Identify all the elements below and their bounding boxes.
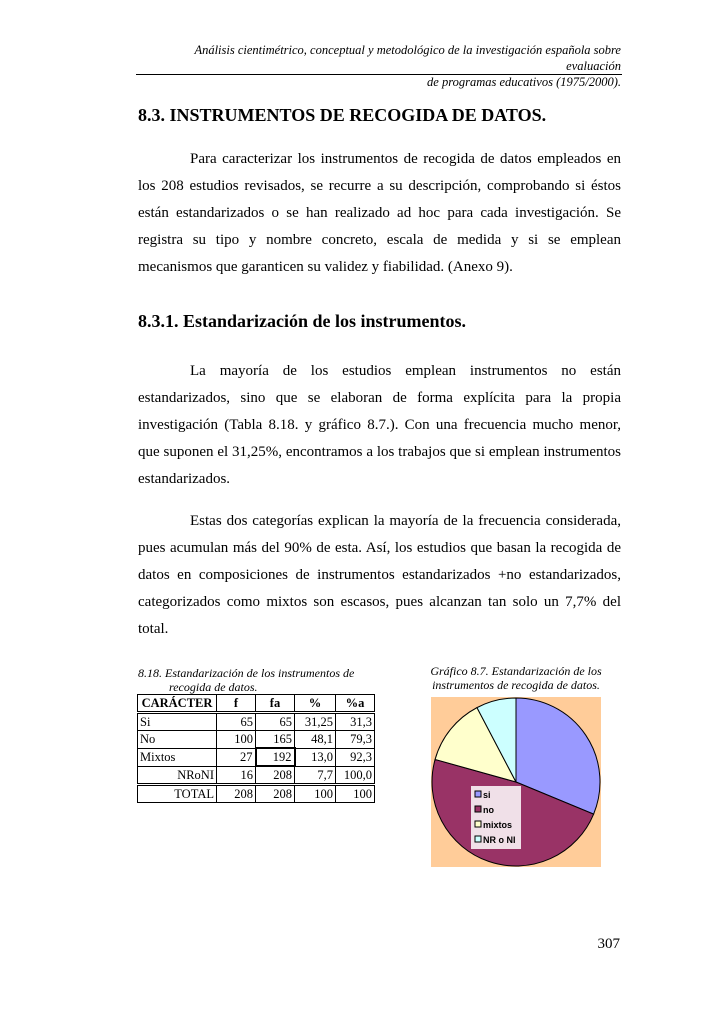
table-caption: 8.18. Estandarización de los instrumento…: [138, 666, 354, 694]
cell: 65: [216, 712, 256, 731]
cell: TOTAL: [137, 783, 217, 803]
header-rule: [136, 74, 622, 75]
cell: 79,3: [335, 730, 375, 749]
col-header: %: [294, 694, 336, 714]
pie-chart: si no mixtos NR o NI: [431, 697, 601, 867]
col-header: f: [216, 694, 256, 714]
page-number: 307: [597, 936, 621, 952]
legend-swatch: [474, 820, 482, 828]
cell: 208: [255, 765, 295, 785]
paragraph-1: Para caracterizar los instrumentos de re…: [138, 151, 621, 275]
pie-slice-si: [515, 697, 601, 815]
table-caption-line-1: 8.18. Estandarización de los instrumento…: [138, 666, 355, 680]
running-header: Análisis cientimétrico, conceptual y met…: [138, 42, 621, 90]
total-row: TOTAL 208 208 100 100: [137, 783, 375, 803]
table-row: Mixtos 27 192 13,0 92,3: [137, 747, 375, 767]
table-row: Si 65 65 31,25 31,3: [137, 712, 375, 731]
cell: 100: [216, 730, 256, 749]
cell: 48,1: [294, 730, 336, 749]
table-row: NRoNI 16 208 7,7 100,0: [137, 765, 375, 785]
cell: 31,3: [335, 712, 375, 731]
cell: 100: [294, 783, 336, 803]
cell: 31,25: [294, 712, 336, 731]
chart-caption-line-2: instrumentos de recogida de datos.: [432, 678, 600, 692]
cell: 7,7: [294, 765, 336, 785]
header-line-1: Análisis cientimétrico, conceptual y met…: [194, 43, 621, 73]
header-line-2: de programas educativos (1975/2000).: [427, 75, 621, 89]
cell: 27: [216, 747, 256, 767]
table-row: No 100 165 48,1 79,3: [137, 730, 375, 749]
paragraph-3: Estas dos categorías explican la mayoría…: [138, 513, 621, 637]
cell: 165: [255, 730, 295, 749]
paragraph-2: La mayoría de los estudios emplean instr…: [138, 363, 621, 487]
cell: 100,0: [335, 765, 375, 785]
legend-swatch: [474, 835, 482, 843]
cell: 100: [335, 783, 375, 803]
cell: Si: [137, 712, 217, 731]
chart-caption: Gráfico 8.7. Estandarización de los instr…: [420, 664, 612, 692]
legend-label: mixtos: [483, 820, 512, 830]
cell: Mixtos: [137, 747, 217, 767]
section-title: 8.3. INSTRUMENTOS DE RECOGIDA DE DATOS.: [138, 105, 547, 125]
legend-label: si: [483, 790, 491, 800]
subsection-title: 8.3.1. Estandarización de los instrument…: [138, 311, 467, 331]
cell: 208: [216, 783, 256, 803]
pie-slice-mixtos: [434, 706, 517, 783]
cell: NRoNI: [137, 765, 217, 785]
cell: 65: [255, 712, 295, 731]
col-header: fa: [255, 694, 295, 714]
cell: 208: [255, 783, 295, 803]
cell: 13,0: [294, 747, 336, 767]
chart-caption-line-1: Gráfico 8.7. Estandarización de los: [430, 664, 602, 678]
cell: No: [137, 730, 217, 749]
legend-swatch: [474, 805, 482, 813]
data-table: CARÁCTER f fa% %a Si 65 65 31,25 31,3 No 100 165 4…: [137, 694, 375, 803]
col-header: CARÁCTER: [137, 694, 217, 714]
cell: 192: [254, 747, 296, 767]
legend-label: NR o NI: [483, 835, 516, 845]
legend-swatch: [474, 790, 482, 798]
pie-slice-nr-o-ni: [476, 697, 517, 783]
col-header: %a: [335, 694, 375, 714]
legend-label: no: [483, 805, 494, 815]
cell: 92,3: [335, 747, 375, 767]
cell: 16: [216, 765, 256, 785]
table-caption-line-2: recogida de datos.: [169, 680, 258, 694]
